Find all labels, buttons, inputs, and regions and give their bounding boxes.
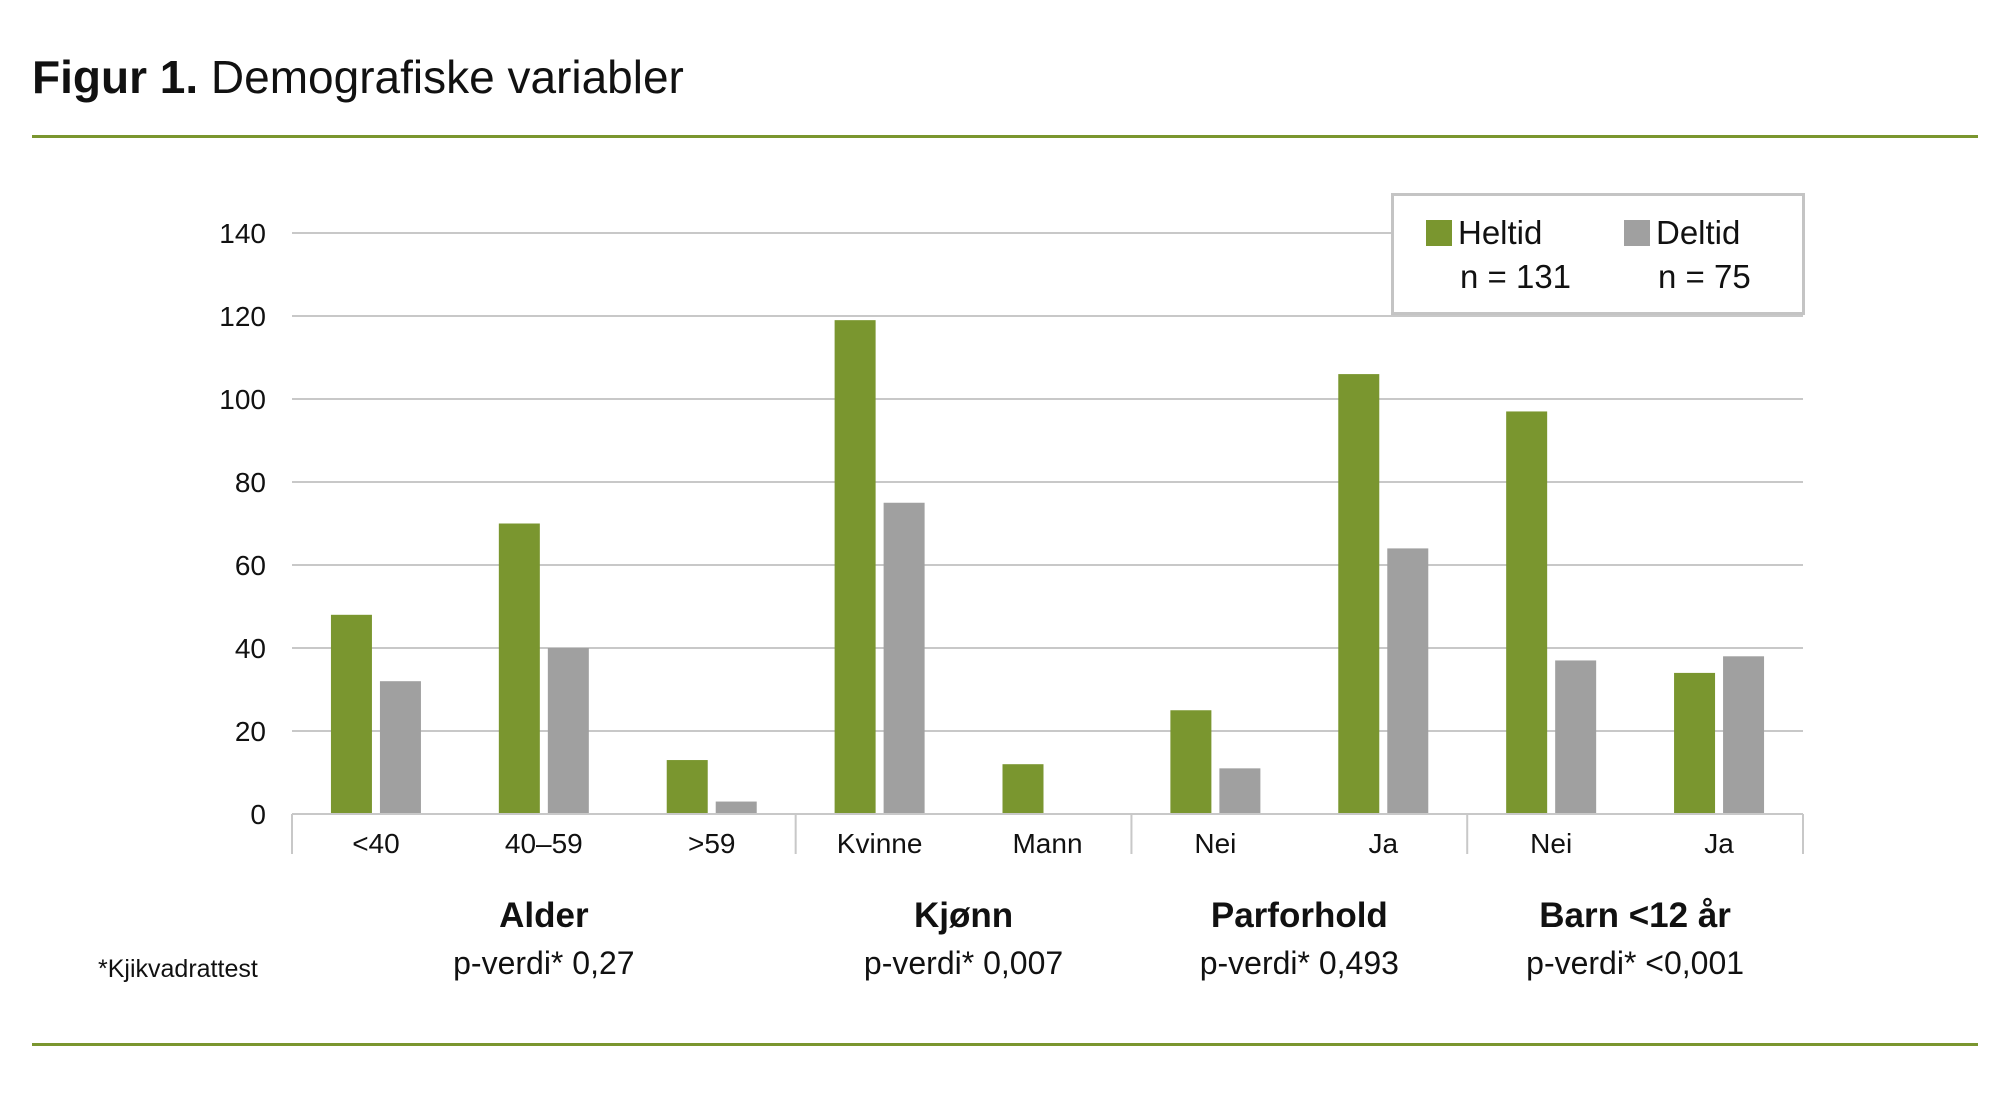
bar-deltid — [1219, 768, 1261, 814]
x-tick-label: <40 — [352, 828, 400, 859]
group-label: Alder — [499, 896, 589, 935]
bar-heltid — [1002, 764, 1044, 814]
bar-heltid — [498, 523, 540, 814]
y-tick-label: 20 — [235, 716, 266, 747]
figure-title-text: Demografiske variabler — [210, 51, 684, 103]
x-tick-label: >59 — [688, 828, 736, 859]
y-tick-label: 40 — [235, 633, 266, 664]
bar-deltid — [1723, 656, 1765, 814]
bar-deltid — [715, 801, 757, 814]
legend-n-deltid: n = 75 — [1658, 258, 1751, 295]
group-label: Parforhold — [1210, 896, 1388, 935]
bar-heltid — [834, 320, 876, 814]
group-label: Kjønn — [913, 896, 1014, 935]
legend-n-heltid: n = 131 — [1460, 258, 1572, 295]
y-tick-label: 60 — [235, 550, 266, 581]
group-label: Barn <12 år — [1539, 896, 1731, 935]
y-tick-label: 120 — [219, 301, 266, 332]
x-tick-label: Nei — [1530, 828, 1572, 859]
top-rule — [32, 135, 1978, 138]
y-tick-label: 140 — [219, 218, 266, 249]
legend-item-heltid: Heltid — [1426, 214, 1542, 252]
bar-deltid — [547, 648, 589, 814]
bar-deltid — [1387, 548, 1429, 814]
x-tick-label: Ja — [1704, 828, 1734, 859]
x-tick-label: 40–59 — [505, 828, 583, 859]
p-value-label: p-verdi* 0,27 — [453, 945, 635, 981]
y-tick-label: 80 — [235, 467, 266, 498]
bar-deltid — [379, 681, 421, 814]
bar-heltid — [1674, 672, 1716, 814]
x-tick-label: Mann — [1012, 828, 1082, 859]
x-tick-label: Nei — [1194, 828, 1236, 859]
figure-title: Figur 1. Demografiske variabler — [32, 50, 684, 104]
bar-heltid — [1506, 411, 1548, 814]
legend-label: Deltid — [1656, 214, 1741, 251]
bar-heltid — [1170, 710, 1212, 814]
bar-heltid — [666, 760, 708, 814]
x-tick-label: Kvinne — [837, 828, 923, 859]
y-tick-label: 0 — [250, 799, 266, 830]
bar-deltid — [1555, 660, 1597, 814]
legend-label: Heltid — [1458, 214, 1543, 251]
footnote: *Kjikvadrattest — [98, 955, 258, 983]
bottom-rule — [32, 1043, 1978, 1046]
bar-heltid — [1338, 374, 1380, 814]
p-value-label: p-verdi* <0,001 — [1526, 945, 1745, 981]
p-value-label: p-verdi* 0,493 — [1199, 945, 1399, 981]
figure-number: Figur 1. — [32, 51, 199, 103]
legend: Heltid n = 131 Deltid n = 75 — [1391, 193, 1805, 315]
y-tick-label: 100 — [219, 384, 266, 415]
legend-swatch-deltid — [1624, 220, 1650, 246]
x-tick-label: Ja — [1368, 828, 1398, 859]
p-value-label: p-verdi* 0,007 — [863, 945, 1064, 981]
bar-deltid — [883, 502, 925, 814]
bar-heltid — [330, 614, 372, 814]
legend-item-deltid: Deltid — [1624, 214, 1740, 252]
legend-swatch-heltid — [1426, 220, 1452, 246]
